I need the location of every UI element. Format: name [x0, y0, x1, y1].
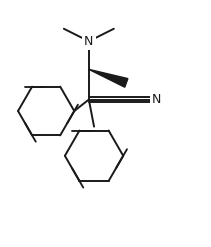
Polygon shape: [89, 69, 128, 87]
Text: N: N: [152, 93, 161, 106]
Text: N: N: [84, 35, 93, 48]
